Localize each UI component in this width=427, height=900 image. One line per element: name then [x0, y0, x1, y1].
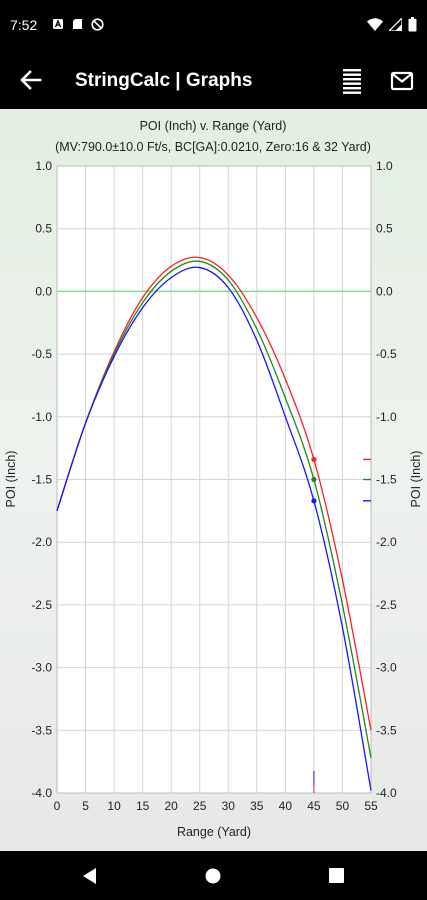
y-tick-label-left: -3.0: [31, 661, 52, 675]
y-tick-label-right: -4.0: [376, 786, 397, 800]
series-line: [56, 256, 372, 731]
chart-title: POI (Inch) v. Range (Yard): [140, 119, 287, 133]
y-axis-label-left: POI (Inch): [4, 451, 18, 508]
x-tick-label: 20: [165, 799, 179, 813]
markers-group: [311, 456, 371, 793]
x-tick-label: 25: [193, 799, 207, 813]
x-tick-label: 40: [279, 799, 293, 813]
wifi-icon: [367, 18, 383, 31]
y-tick-label-right: -1.5: [376, 473, 397, 487]
y-tick-label-right: -0.5: [376, 347, 397, 361]
chart-subtitle: (MV:790.0±10.0 Ft/s, BC[GA]:0.0210, Zero…: [55, 140, 371, 154]
y-tick-label-right: 1.0: [376, 159, 393, 173]
series-line: [56, 260, 372, 759]
y-tick-label-left: 1.0: [35, 159, 52, 173]
nav-home-icon[interactable]: [205, 868, 221, 884]
y-tick-label-left: -4.0: [31, 786, 52, 800]
y-tick-label-right: -3.5: [376, 723, 397, 737]
series-marker-point: [311, 476, 317, 483]
x-tick-label: 0: [54, 799, 61, 813]
nav-recents-icon[interactable]: [329, 868, 344, 883]
y-tick-label-left: 0.5: [35, 222, 52, 236]
arrow-back-icon[interactable]: [18, 67, 44, 93]
series-marker-point: [311, 456, 317, 463]
navigation-bar: [0, 851, 427, 900]
system-icons: [367, 17, 417, 32]
battery-icon: [408, 17, 417, 32]
y-tick-label-right: -2.5: [376, 598, 397, 612]
status-time: 7:52: [10, 17, 38, 33]
y-tick-label-left: -2.0: [31, 535, 52, 549]
y-tick-label-left: -2.5: [31, 598, 52, 612]
y-tick-label-right: -3.0: [376, 661, 397, 675]
series-line: [56, 266, 372, 791]
notification-icons: [52, 18, 104, 31]
series-group: [56, 256, 372, 791]
mail-icon[interactable]: [389, 68, 415, 94]
chart-area: POI (Inch) v. Range (Yard) (MV:790.0±10.…: [0, 109, 427, 851]
x-tick-label: 45: [307, 799, 321, 813]
x-tick-label: 50: [336, 799, 350, 813]
series-marker-point: [311, 498, 317, 504]
y-axis-label-right: POI (Inch): [409, 451, 423, 508]
tick-labels: 0 5 10 15 20 25 30 35 40 45 50 55 1.0 1.0 0.5 0.5 0.0 0.0…: [31, 159, 397, 813]
notification-a-icon: [53, 19, 63, 29]
grid: [56, 165, 372, 794]
nav-back-icon[interactable]: [82, 867, 98, 885]
y-tick-label-left: -3.5: [31, 723, 52, 737]
y-tick-label-right: -2.0: [376, 535, 397, 549]
x-tick-label: 15: [136, 799, 150, 813]
y-tick-label-left: -1.5: [31, 473, 52, 487]
y-tick-label-left: 0.0: [35, 284, 52, 298]
x-tick-label: 35: [250, 799, 264, 813]
do-not-disturb-icon: [91, 18, 104, 31]
page-title: StringCalc | Graphs: [75, 70, 253, 91]
x-tick-label: 55: [364, 799, 378, 813]
y-tick-label-left: -1.0: [31, 410, 52, 424]
x-tick-label: 30: [222, 799, 236, 813]
signal-icon: [389, 18, 402, 31]
y-tick-label-right: 0.0: [376, 284, 393, 298]
y-tick-label-right: -1.0: [376, 410, 397, 424]
list-menu-icon[interactable]: [341, 67, 363, 95]
status-bar: 7:52: [0, 0, 427, 52]
x-axis-label: Range (Yard): [177, 825, 251, 839]
app-bar: StringCalc | Graphs: [0, 52, 427, 109]
y-tick-label-right: 0.5: [376, 222, 393, 236]
y-tick-label-left: -0.5: [31, 347, 52, 361]
sd-card-icon: [73, 19, 82, 29]
x-tick-label: 5: [82, 799, 89, 813]
x-tick-label: 10: [107, 799, 121, 813]
poi-range-chart[interactable]: POI (Inch) v. Range (Yard) (MV:790.0±10.…: [0, 109, 427, 851]
